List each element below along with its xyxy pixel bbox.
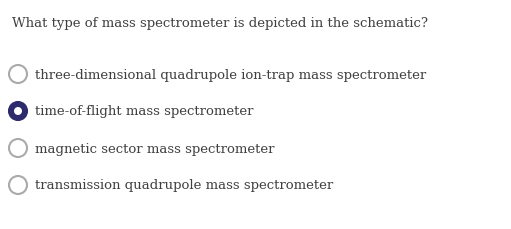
Text: What type of mass spectrometer is depicted in the schematic?: What type of mass spectrometer is depict… xyxy=(12,17,428,30)
Text: transmission quadrupole mass spectrometer: transmission quadrupole mass spectromete… xyxy=(35,179,333,192)
Circle shape xyxy=(9,139,27,157)
Circle shape xyxy=(9,176,27,194)
Circle shape xyxy=(14,108,22,115)
Text: magnetic sector mass spectrometer: magnetic sector mass spectrometer xyxy=(35,142,274,155)
Circle shape xyxy=(9,66,27,84)
Text: time-of-flight mass spectrometer: time-of-flight mass spectrometer xyxy=(35,105,253,118)
Circle shape xyxy=(9,103,27,120)
Text: three-dimensional quadrupole ion-trap mass spectrometer: three-dimensional quadrupole ion-trap ma… xyxy=(35,68,426,81)
